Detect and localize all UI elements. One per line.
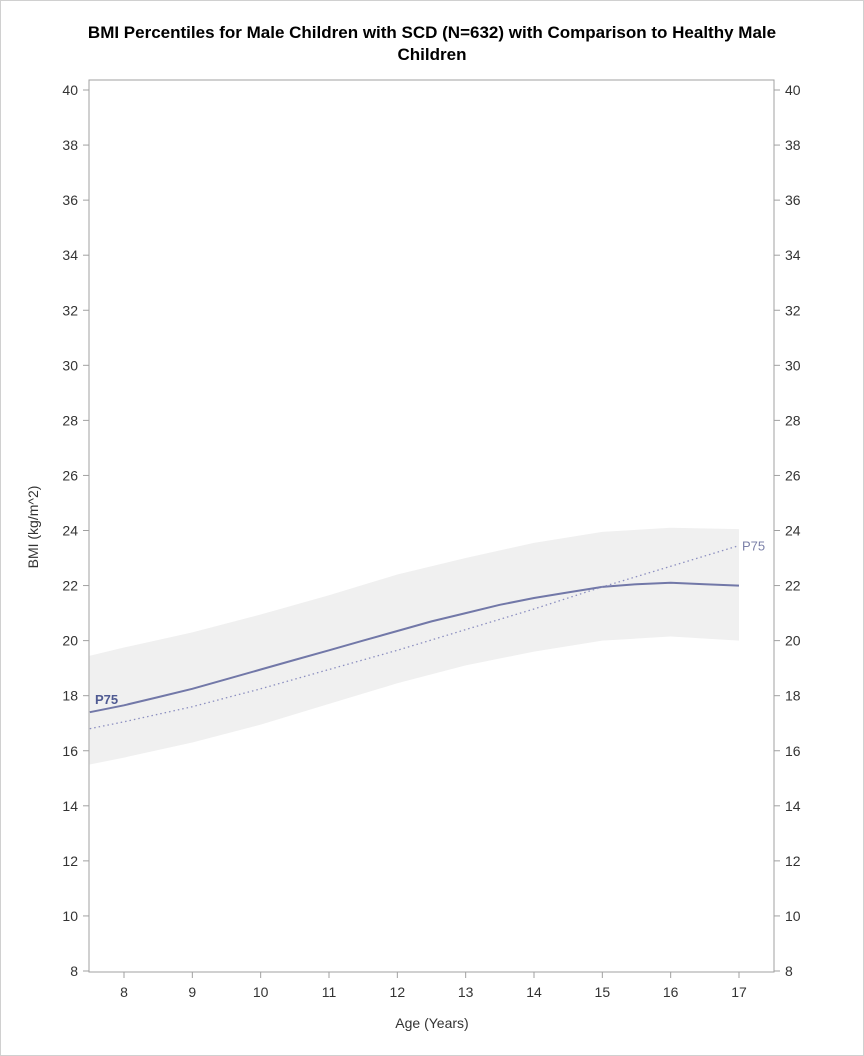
series-line-layer (89, 544, 740, 730)
y-tick-label-right: 32 (785, 302, 801, 318)
y-axis-label: BMI (kg/m^2) (25, 486, 41, 569)
reference-band-layer (89, 527, 740, 765)
axis-layer: 8 8 10 10 12 12 14 14 16 16 18 18 20 20 22 22 24 24 26 26 28… (62, 82, 800, 1000)
chart-title: BMI Percentiles for Male Children with S… (0, 22, 864, 66)
x-tick-label: 15 (595, 984, 611, 1000)
y-tick-label-right: 12 (785, 853, 801, 869)
y-tick-label-left: 36 (62, 192, 78, 208)
y-tick-label-left: 34 (62, 247, 78, 263)
y-tick-label-right: 24 (785, 523, 801, 539)
chart-title-line-2: Children (397, 45, 467, 64)
y-tick-label-right: 38 (785, 137, 801, 153)
y-tick-label-left: 10 (62, 908, 78, 924)
y-tick-label-left: 12 (62, 853, 78, 869)
chart-title-line-1: BMI Percentiles for Male Children with S… (87, 23, 777, 42)
y-tick-label-left: 24 (62, 523, 78, 539)
x-tick-label: 13 (458, 984, 474, 1000)
x-tick-label: 10 (253, 984, 269, 1000)
series-label-layer: P75 P75 (95, 539, 765, 708)
y-tick-label-right: 28 (785, 412, 801, 428)
plot-area (88, 79, 775, 973)
y-tick-label-right: 30 (785, 357, 801, 373)
healthy-p75-dotted-line (89, 544, 740, 730)
x-tick-label: 11 (322, 984, 337, 1000)
x-tick-label: 14 (526, 984, 542, 1000)
y-tick-label-left: 16 (62, 743, 78, 759)
y-tick-label-left: 32 (62, 302, 78, 318)
y-tick-label-right: 18 (785, 688, 801, 704)
scd-p75-label: P75 (95, 692, 118, 707)
y-tick-label-left: 14 (62, 798, 78, 814)
x-tick-label: 16 (663, 984, 679, 1000)
y-tick-label-left: 22 (62, 578, 78, 594)
healthy-p75-label: P75 (742, 539, 765, 554)
y-tick-label-left: 8 (70, 963, 78, 979)
y-tick-label-left: 26 (62, 467, 78, 483)
y-tick-label-left: 18 (62, 688, 78, 704)
y-tick-label-right: 14 (785, 798, 801, 814)
y-tick-label-left: 30 (62, 357, 78, 373)
y-tick-label-right: 34 (785, 247, 801, 263)
y-tick-label-right: 16 (785, 743, 801, 759)
y-tick-label-right: 20 (785, 633, 801, 649)
y-tick-label-left: 40 (62, 82, 78, 98)
y-tick-label-right: 36 (785, 192, 801, 208)
y-tick-label-left: 28 (62, 412, 78, 428)
y-tick-label-right: 40 (785, 82, 801, 98)
reference-band (89, 527, 740, 765)
y-tick-label-right: 10 (785, 908, 801, 924)
y-tick-label-right: 8 (785, 963, 793, 979)
y-tick-label-left: 38 (62, 137, 78, 153)
y-tick-label-right: 22 (785, 578, 801, 594)
x-tick-label: 9 (188, 984, 196, 1000)
x-axis-label: Age (Years) (395, 1015, 468, 1031)
x-tick-label: 8 (120, 984, 128, 1000)
x-tick-label: 17 (731, 984, 747, 1000)
y-tick-label-right: 26 (785, 467, 801, 483)
x-tick-label: 12 (390, 984, 406, 1000)
scd-p75-solid-line (89, 581, 740, 714)
y-tick-label-left: 20 (62, 633, 78, 649)
